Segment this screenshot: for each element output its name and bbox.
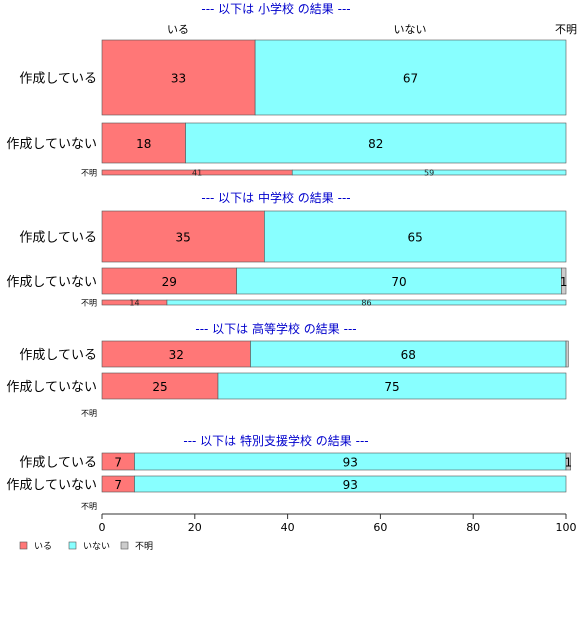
bar-segment [561,267,567,295]
x-tick-label: 100 [556,521,577,534]
bar-segment [217,372,567,400]
top-category-label: いる [167,23,189,36]
legend-label: 不明 [135,541,153,552]
row-label: 不明 [81,502,97,511]
bar-value-label: 93 [343,478,358,492]
bar-value-label: 67 [403,72,418,86]
row-label: 作成していない [6,137,97,152]
bar-value-label: 35 [176,231,191,245]
row-label: 作成していない [6,380,97,395]
bar-segment [185,122,567,164]
panel-title: --- 以下は 特別支援学校 の結果 --- [183,433,368,448]
bar-segment [250,340,567,368]
bar-value-label: 68 [401,348,416,362]
bar-segment [166,299,567,306]
row-label: 不明 [81,299,97,308]
bar-segment [101,39,256,116]
row-label: 作成していない [6,478,97,493]
row-label: 不明 [81,409,97,418]
panel-title: --- 以下は 中学校 の結果 --- [201,190,350,205]
bar-value-label: 41 [192,169,202,178]
bar-value-label: 7 [114,456,122,470]
bar-value-label: 70 [391,275,406,289]
top-category-label: 不明 [555,23,577,36]
row-label: 作成している [19,72,97,87]
bar-value-label: 75 [384,380,399,394]
legend-swatch [19,541,28,550]
bar-value-label: 7 [114,478,122,492]
x-tick-label: 40 [281,521,295,534]
bar-value-label: 33 [171,72,186,86]
bar-segment [565,452,571,471]
bar-value-label: 14 [129,299,139,308]
bar-segment [236,267,562,295]
top-category-label: いない [394,23,427,36]
panel-title: --- 以下は 高等学校 の結果 --- [195,321,356,336]
x-tick-label: 0 [99,521,106,534]
x-tick-label: 20 [188,521,202,534]
legend-swatch [68,541,77,550]
panel-title: --- 以下は 小学校 の結果 --- [201,1,350,16]
bar-value-label: 18 [136,137,151,151]
row-label: 不明 [81,169,97,178]
x-tick-label: 80 [466,521,480,534]
bar-value-label: 93 [343,456,358,470]
bar-segment [264,210,567,263]
row-label: 作成している [19,231,97,246]
bar-value-label: 86 [361,299,371,308]
bar-value-label: 1 [560,275,568,289]
bar-segment [254,39,567,116]
bar-value-label: 32 [169,348,184,362]
row-label: 作成していない [6,275,97,290]
bar-segment [101,267,237,295]
bar-value-label: 82 [368,137,383,151]
bar-value-label: 29 [162,275,177,289]
bar-segment [565,340,569,368]
legend-swatch [120,541,129,550]
bar-value-label: 1 [564,456,572,470]
legend-label: いない [83,541,110,552]
bar-segment [134,475,567,493]
bar-value-label: 65 [408,231,423,245]
bar-segment [101,340,251,368]
row-label: 作成している [19,348,97,363]
bar-value-label: 25 [152,380,167,394]
row-label: 作成している [19,456,97,471]
bar-segment [101,122,186,164]
x-tick-label: 60 [373,521,387,534]
legend-label: いる [34,541,52,552]
bar-segment [291,169,567,176]
bar-segment [101,372,219,400]
bar-value-label: 59 [424,169,434,178]
bar-segment [101,210,265,263]
